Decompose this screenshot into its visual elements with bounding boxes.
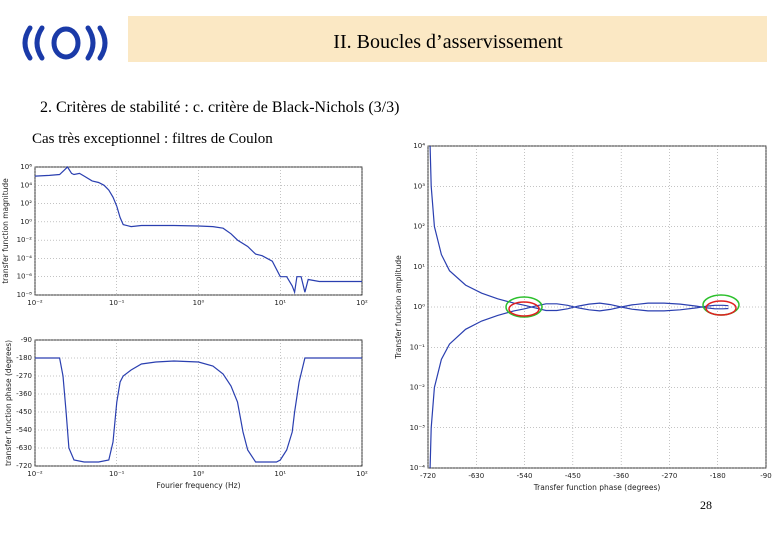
y-tick-label: 10³ [413,182,425,190]
y-tick-label: -540 [16,426,32,434]
y-tick-label: 10² [413,223,425,231]
y-tick-label: 10⁰ [20,218,32,226]
highlight-circle [705,300,737,316]
series-line [34,166,362,295]
y-axis-label: transfer function phase (degrees) [4,340,13,466]
subtitle: 2. Critères de stabilité : c. critère de… [40,99,399,116]
y-tick-label: 10⁶ [20,163,32,171]
y-tick-label: 10⁴ [20,181,32,189]
y-tick-label: -360 [16,390,32,398]
x-tick-label: -450 [565,472,581,480]
y-tick-label: -450 [16,408,32,416]
y-tick-label: 10² [20,200,32,208]
x-axis-label: Fourier frequency (Hz) [156,481,240,490]
x-tick-label: 10⁰ [193,299,205,307]
x-tick-label: -360 [613,472,629,480]
x-tick-label: 10¹ [274,299,286,307]
logo [22,25,108,61]
highlight-circle [505,296,543,318]
x-tick-label: 10² [356,299,368,307]
y-tick-label: 10⁻⁴ [17,254,33,262]
page-number: 28 [700,498,712,512]
y-tick-label: 10¹ [413,263,425,271]
y-tick-label: 10⁻⁶ [17,273,33,281]
header-band [128,16,767,62]
x-tick-label: -540 [517,472,533,480]
subheading: Cas très exceptionnel : filtres de Coulo… [32,131,273,147]
highlight-circle [508,301,540,317]
x-tick-label: -720 [420,472,436,480]
x-tick-label: -90 [760,472,771,480]
y-tick-label: 10⁴ [413,142,425,150]
y-axis-label: transfer function magnitude [1,178,10,284]
x-tick-label: -180 [710,472,726,480]
series-line [429,302,729,469]
y-tick-label: 10⁻² [410,384,426,392]
x-tick-label: 10⁰ [193,470,205,478]
x-tick-label: -630 [468,472,484,480]
x-tick-label: 10⁻² [27,299,43,307]
x-tick-label: 10⁻² [27,470,43,478]
y-tick-label: -270 [16,372,32,380]
y-tick-label: 10⁻⁸ [17,291,33,299]
plots: 10⁻² 10⁻¹ 10⁰ 10¹ 10² 10⁻⁸ 10⁻⁶ 10⁻⁴ 10⁻² 10⁰ 10² 1… [1,142,772,492]
x-tick-label: 10¹ [274,470,286,478]
y-tick-label: 10⁰ [413,303,425,311]
y-tick-label: 10⁻⁴ [410,464,426,472]
y-axis-label: Transfer function amplitude [394,255,403,360]
y-tick-label: -720 [16,462,32,470]
slide-title: II. Boucles d’asservissement [333,31,563,53]
x-axis-label: Transfer function phase (degrees) [533,483,661,492]
x-tick-label: 10⁻¹ [109,299,125,307]
y-tick-label: 10⁻¹ [410,343,426,351]
x-tick-label: -270 [661,472,677,480]
y-tick-label: 10⁻² [17,236,33,244]
x-tick-label: 10² [356,470,368,478]
y-tick-label: 10⁻³ [410,424,426,432]
y-tick-label: -90 [21,336,32,344]
y-tick-label: -630 [16,444,32,452]
y-tick-label: -180 [16,354,32,362]
series-line [429,145,729,312]
series-line [35,357,362,463]
x-tick-label: 10⁻¹ [109,470,125,478]
